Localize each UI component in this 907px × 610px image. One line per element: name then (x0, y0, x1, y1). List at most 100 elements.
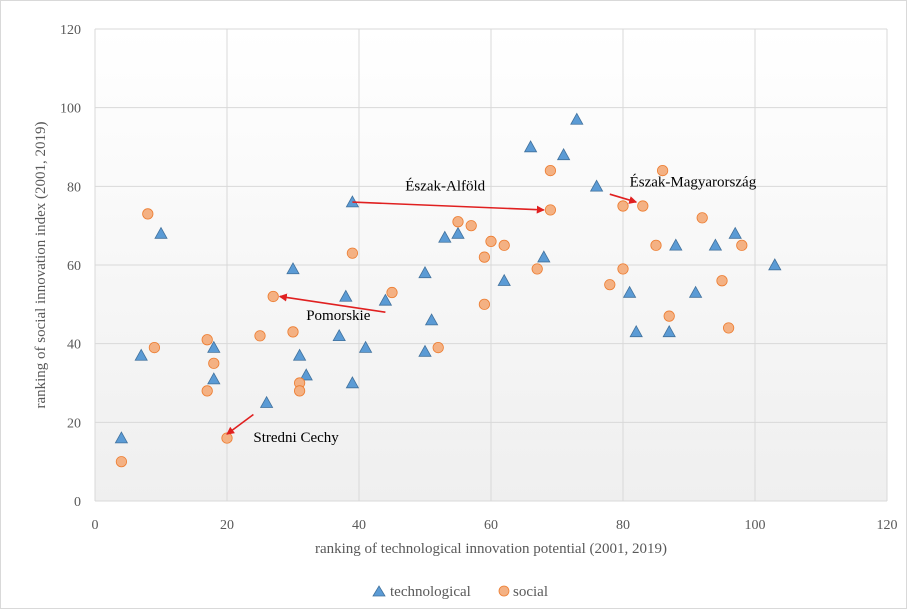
technological-point (134, 348, 148, 361)
tick-labels: 0 20 40 60 80 100 120 0 20 40 60 80 100 120 (60, 23, 898, 533)
technological-point (669, 238, 683, 251)
social-point (452, 216, 464, 228)
legend-social-label: social (513, 584, 548, 600)
social-point (221, 432, 233, 444)
legend-social-marker (498, 585, 510, 597)
social-point (650, 239, 662, 251)
technological-point (708, 238, 723, 251)
legend: technological social (372, 584, 548, 600)
annotation-arrow (609, 193, 638, 204)
social-point (293, 385, 306, 397)
annotation-arrow (278, 293, 386, 313)
social-point (663, 310, 675, 322)
annotation-arrow (226, 413, 254, 435)
technological-point (622, 285, 637, 298)
x-tick-label: 120 (877, 518, 898, 533)
legend-technological-label: technological (390, 584, 471, 600)
y-tick-label: 60 (67, 259, 81, 274)
technological-point (589, 179, 604, 192)
technological-point (768, 258, 782, 271)
social-point (637, 200, 649, 212)
technological-point (154, 226, 168, 239)
technological-point (662, 325, 676, 338)
y-tick-label: 0 (74, 495, 81, 510)
x-tick-label: 100 (745, 518, 766, 533)
technological-point (728, 226, 742, 239)
technological-point (358, 340, 373, 353)
y-axis-title: ranking of social innovation index (2001… (33, 121, 49, 408)
social-point (148, 341, 160, 354)
social-point (617, 263, 629, 275)
y-tick-label: 40 (67, 338, 81, 353)
y-tick-label: 80 (67, 180, 81, 195)
social-point (485, 235, 497, 247)
social-point (736, 239, 748, 251)
x-tick-label: 80 (616, 518, 630, 533)
x-tick-label: 60 (484, 518, 498, 533)
technological-point (292, 348, 307, 361)
x-tick-label: 0 (92, 518, 99, 533)
social-point (544, 204, 557, 216)
technological-point (378, 293, 393, 306)
technological-point (438, 230, 452, 243)
technological-point (537, 250, 551, 263)
social-point (617, 200, 629, 212)
gridlines (94, 28, 888, 502)
technological-point (259, 395, 274, 408)
technological-point (451, 226, 465, 239)
social-point (478, 298, 490, 310)
technological-point (286, 262, 300, 275)
social-point (115, 456, 128, 468)
technological-point (556, 148, 571, 161)
social-point (544, 165, 557, 177)
legend-technological-marker (372, 585, 386, 597)
technological-point (207, 340, 221, 353)
annotations: Észak-Alföld Észak-Magyarország Pomorskie S… (226, 173, 757, 446)
social-point (656, 165, 669, 177)
social-point (604, 279, 616, 291)
x-axis-title: ranking of technological innovation pote… (315, 541, 667, 557)
technological-point (114, 431, 129, 444)
technological-point (629, 325, 643, 338)
social-point (346, 247, 358, 259)
social-point (287, 326, 299, 338)
x-tick-label: 40 (352, 518, 366, 533)
technological-point (570, 112, 584, 125)
technological-point (299, 368, 313, 381)
technological-point (418, 266, 432, 279)
technological-point (688, 285, 703, 298)
y-tick-label: 120 (60, 23, 81, 38)
social-point (201, 385, 213, 397)
technological-point (345, 376, 360, 389)
annotation-arrow (352, 201, 545, 214)
technological-point (418, 344, 432, 357)
social-point (478, 251, 490, 263)
y-tick-label: 100 (60, 102, 81, 117)
social-point (142, 208, 154, 220)
annotation-label: Pomorskie (306, 308, 371, 324)
social-point (432, 341, 444, 354)
data-points (114, 112, 782, 468)
technological-point (332, 328, 346, 342)
social-point (498, 239, 510, 251)
x-tick-label: 20 (220, 518, 234, 533)
social-point (254, 330, 266, 342)
technological-point (424, 313, 439, 326)
social-point (208, 357, 220, 369)
social-point (465, 220, 477, 232)
technological-point (207, 372, 221, 385)
social-point (696, 212, 708, 224)
technological-point (339, 289, 353, 302)
social-point (267, 290, 279, 303)
social-point (386, 286, 398, 299)
annotation-label: Észak-Alföld (405, 177, 485, 194)
technological-point (497, 273, 511, 286)
social-point (531, 263, 543, 275)
technological-point (523, 140, 538, 153)
annotation-label: Észak-Magyarország (630, 173, 757, 190)
social-point (201, 334, 213, 346)
social-point (716, 275, 728, 287)
annotation-label: Stredni Cechy (253, 430, 339, 446)
